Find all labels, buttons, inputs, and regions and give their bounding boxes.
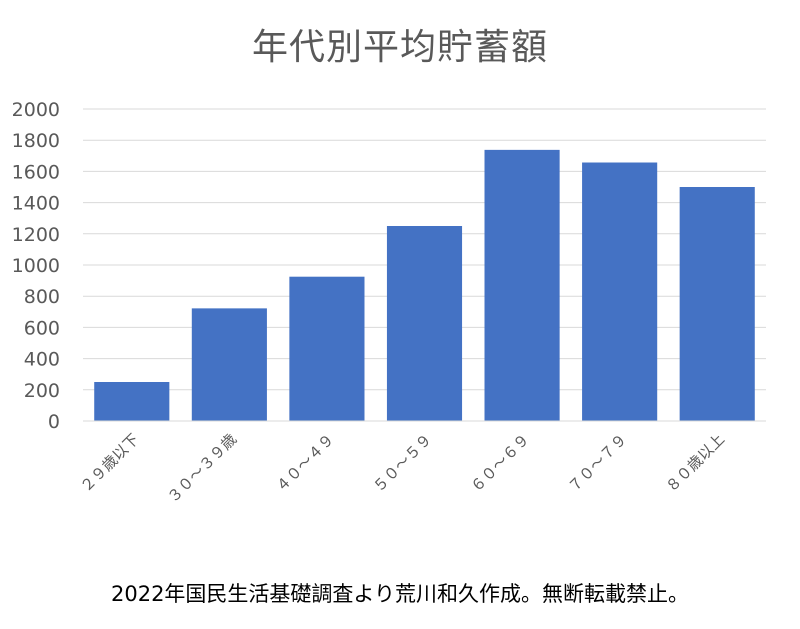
x-tick-label: ５０～５９ [370,430,436,496]
y-tick-label: 1200 [12,224,60,246]
bar [386,226,463,421]
x-tick-label: ４０～４９ [272,430,338,496]
bar [582,162,658,421]
source-caption: 2022年国民生活基礎調査より荒川和久作成。無断転載禁止。 [110,582,690,606]
x-tick-label: ２９歳以下 [77,430,143,496]
y-tick-label: 1000 [12,255,60,277]
y-tick-label: 1800 [12,130,60,152]
y-tick-label: 1600 [12,161,60,183]
y-tick-label: 200 [24,380,60,402]
bar [94,382,170,421]
bar [484,149,560,421]
x-axis-tick-labels: ２９歳以下 ３０～３９歳 ４０～４９ ５０～５９ ６０～６９ ７０～７９ ８０歳以上 [77,430,728,506]
x-tick-label: ６０～６９ [467,430,533,496]
y-axis-tick-labels: 0 200 400 600 800 1000 1200 1400 1600 1800 2000 [12,99,60,433]
bar [679,187,755,421]
y-tick-label: 2000 [12,99,60,121]
x-tick-label: ８０歳以上 [662,430,728,496]
y-tick-label: 0 [48,411,60,433]
y-tick-label: 800 [24,286,60,308]
x-tick-label: ３０～３９歳 [164,430,240,506]
x-tick-label: ７０～７９ [565,430,631,496]
y-tick-label: 400 [24,349,60,371]
bar [191,308,267,421]
y-tick-label: 1400 [12,193,60,215]
chart-title: 年代別平均貯蓄額 [251,27,548,68]
bars [94,149,755,421]
bar [289,276,365,421]
y-tick-label: 600 [24,317,60,339]
